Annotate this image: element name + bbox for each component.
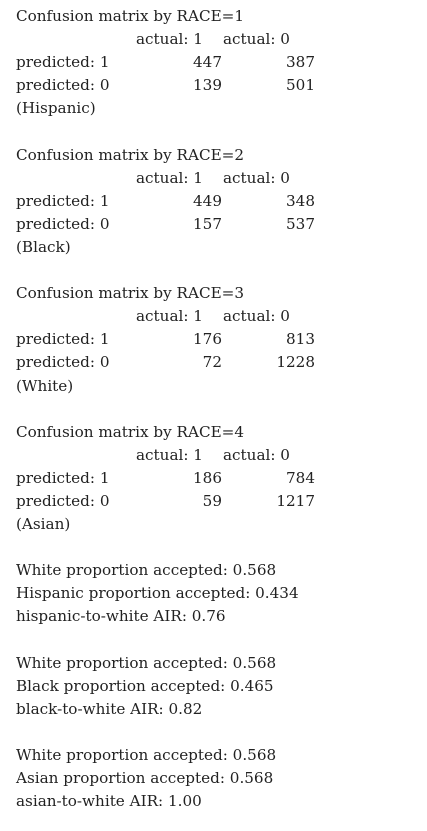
cell-actual-0: 813 [286,328,315,351]
air-block: White proportion accepted: 0.568 Asian p… [16,744,421,813]
header-actual-1: actual: 1 [136,444,203,467]
matrix-row: predicted: 0 157 537 [16,213,421,236]
matrix-title: Confusion matrix by RACE=4 [16,421,421,444]
matrix-title: Confusion matrix by RACE=3 [16,282,421,305]
blank-line [16,536,421,559]
confusion-matrix-block: Confusion matrix by RACE=3 actual: 1 act… [16,282,421,397]
matrix-title: Confusion matrix by RACE=2 [16,144,421,167]
row-label: predicted: 0 [16,490,109,513]
cell-actual-1: 59 [203,490,222,513]
row-label: predicted: 0 [16,351,109,374]
row-label: predicted: 1 [16,51,109,74]
air-block: White proportion accepted: 0.568 Black p… [16,652,421,721]
blank-line [16,120,421,143]
cell-actual-0: 348 [286,190,315,213]
cell-actual-1: 157 [193,213,222,236]
cell-actual-1: 139 [193,74,222,97]
output-console: Confusion matrix by RACE=1 actual: 1 act… [16,5,421,813]
air-ratio-line: asian-to-white AIR: 1.00 [16,790,421,813]
row-label: predicted: 1 [16,328,109,351]
reference-proportion-line: White proportion accepted: 0.568 [16,559,421,582]
cell-actual-1: 447 [193,51,222,74]
air-ratio-line: black-to-white AIR: 0.82 [16,698,421,721]
matrix-header-row: actual: 1 actual: 0 [16,167,421,190]
group-label: (Black) [16,236,421,259]
blank-line [16,629,421,652]
matrix-header-row: actual: 1 actual: 0 [16,305,421,328]
confusion-matrix-block: Confusion matrix by RACE=2 actual: 1 act… [16,144,421,259]
group-label: (White) [16,375,421,398]
row-label: predicted: 0 [16,74,109,97]
cell-actual-0: 387 [286,51,315,74]
cell-actual-1: 176 [193,328,222,351]
matrix-row: predicted: 0 59 1217 [16,490,421,513]
cell-actual-0: 537 [286,213,315,236]
group-label: (Hispanic) [16,97,421,120]
blank-line [16,398,421,421]
cell-actual-0: 784 [286,467,315,490]
confusion-matrix-block: Confusion matrix by RACE=4 actual: 1 act… [16,421,421,536]
cell-actual-0: 1217 [276,490,315,513]
group-label: (Asian) [16,513,421,536]
blank-line [16,721,421,744]
header-actual-0: actual: 0 [223,28,290,51]
row-label: predicted: 0 [16,213,109,236]
matrix-header-row: actual: 1 actual: 0 [16,28,421,51]
group-proportion-line: Black proportion accepted: 0.465 [16,675,421,698]
reference-proportion-line: White proportion accepted: 0.568 [16,744,421,767]
header-actual-1: actual: 1 [136,167,203,190]
group-proportion-line: Asian proportion accepted: 0.568 [16,767,421,790]
matrix-row: predicted: 0 139 501 [16,74,421,97]
header-actual-0: actual: 0 [223,167,290,190]
header-actual-0: actual: 0 [223,444,290,467]
confusion-matrix-block: Confusion matrix by RACE=1 actual: 1 act… [16,5,421,120]
air-ratio-line: hispanic-to-white AIR: 0.76 [16,605,421,628]
blank-line [16,259,421,282]
matrix-row: predicted: 0 72 1228 [16,351,421,374]
cell-actual-0: 1228 [276,351,315,374]
header-actual-1: actual: 1 [136,28,203,51]
matrix-row: predicted: 1 186 784 [16,467,421,490]
matrix-row: predicted: 1 176 813 [16,328,421,351]
matrix-title: Confusion matrix by RACE=1 [16,5,421,28]
row-label: predicted: 1 [16,467,109,490]
row-label: predicted: 1 [16,190,109,213]
matrix-row: predicted: 1 449 348 [16,190,421,213]
cell-actual-0: 501 [286,74,315,97]
cell-actual-1: 72 [203,351,222,374]
cell-actual-1: 449 [193,190,222,213]
matrix-header-row: actual: 1 actual: 0 [16,444,421,467]
header-actual-1: actual: 1 [136,305,203,328]
header-actual-0: actual: 0 [223,305,290,328]
air-block: White proportion accepted: 0.568 Hispani… [16,559,421,628]
matrix-row: predicted: 1 447 387 [16,51,421,74]
reference-proportion-line: White proportion accepted: 0.568 [16,652,421,675]
cell-actual-1: 186 [193,467,222,490]
group-proportion-line: Hispanic proportion accepted: 0.434 [16,582,421,605]
